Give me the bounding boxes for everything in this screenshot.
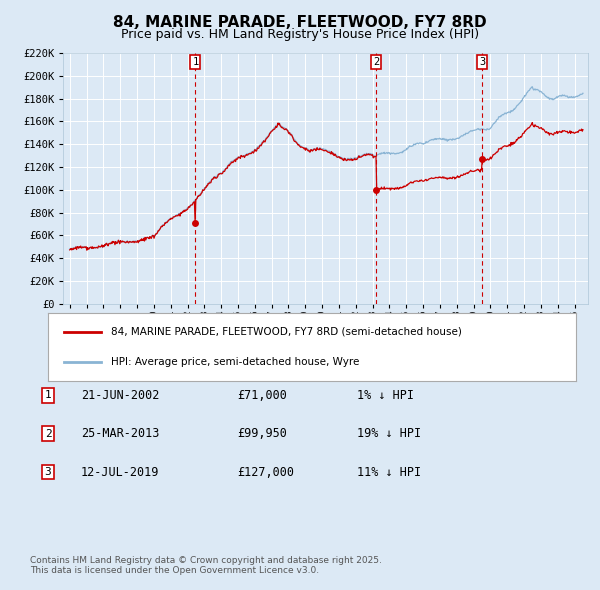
Text: 3: 3 (479, 57, 485, 67)
Text: 19% ↓ HPI: 19% ↓ HPI (357, 427, 421, 440)
Text: £71,000: £71,000 (237, 389, 287, 402)
Text: 25-MAR-2013: 25-MAR-2013 (81, 427, 160, 440)
Text: Price paid vs. HM Land Registry's House Price Index (HPI): Price paid vs. HM Land Registry's House … (121, 28, 479, 41)
Text: 1: 1 (193, 57, 199, 67)
Text: HPI: Average price, semi-detached house, Wyre: HPI: Average price, semi-detached house,… (112, 356, 360, 366)
Text: £127,000: £127,000 (237, 466, 294, 478)
Text: 84, MARINE PARADE, FLEETWOOD, FY7 8RD: 84, MARINE PARADE, FLEETWOOD, FY7 8RD (113, 15, 487, 30)
Text: 1% ↓ HPI: 1% ↓ HPI (357, 389, 414, 402)
Text: 21-JUN-2002: 21-JUN-2002 (81, 389, 160, 402)
Text: 84, MARINE PARADE, FLEETWOOD, FY7 8RD (semi-detached house): 84, MARINE PARADE, FLEETWOOD, FY7 8RD (s… (112, 327, 462, 337)
Text: 1: 1 (44, 391, 52, 400)
Text: 2: 2 (373, 57, 380, 67)
Text: 11% ↓ HPI: 11% ↓ HPI (357, 466, 421, 478)
Text: £99,950: £99,950 (237, 427, 287, 440)
Text: 3: 3 (44, 467, 52, 477)
Text: 12-JUL-2019: 12-JUL-2019 (81, 466, 160, 478)
Text: Contains HM Land Registry data © Crown copyright and database right 2025.
This d: Contains HM Land Registry data © Crown c… (30, 556, 382, 575)
Text: 2: 2 (44, 429, 52, 438)
